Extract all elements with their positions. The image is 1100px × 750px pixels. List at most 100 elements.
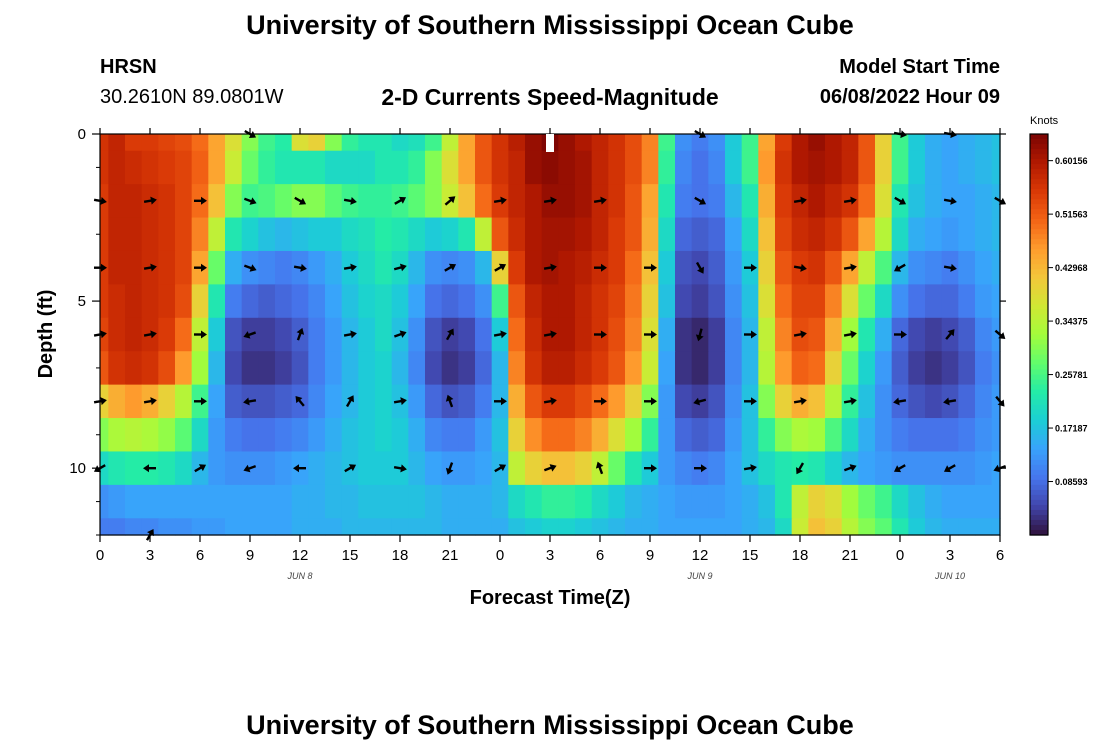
heatmap-cell [325,217,343,252]
heatmap-cell [508,384,526,419]
heatmap-cell [675,217,693,252]
current-arrow [243,331,257,339]
heatmap-cell [741,134,759,152]
x-tick-label: 18 [392,547,409,564]
heatmap-cell [325,284,343,319]
heatmap-cell [541,518,559,536]
heatmap-cell [975,484,993,519]
current-arrow [593,196,607,205]
heatmap-cell [525,384,543,419]
colorbar-segment [1030,204,1048,210]
heatmap-cell [975,384,993,419]
current-arrow [694,196,707,205]
colorbar-segment [1030,449,1048,456]
heatmap-cell [325,384,343,419]
heatmap-cell [775,184,793,219]
heatmap-cell [308,217,326,252]
heatmap-cell [675,384,693,419]
heatmap-cell [241,217,259,252]
heatmap-cell [825,518,843,536]
heatmap-cell [808,250,826,285]
heatmap-cell [175,317,193,352]
heatmap-cell [641,484,659,519]
current-arrow [543,196,557,205]
colorbar-unit: Knots [1030,115,1059,127]
colorbar-segment [1030,169,1048,175]
colorbar-segment [1030,359,1048,366]
heatmap-cell [525,351,543,386]
heatmap-cell [441,284,459,319]
current-arrow [843,330,857,339]
heatmap-cell [775,317,793,352]
heatmap-cell [808,384,826,419]
heatmap-cell [225,284,243,319]
heatmap-cell [741,217,759,252]
heatmap-cell [100,284,109,319]
current-arrow [243,197,257,205]
current-arrow [694,464,707,473]
heatmap-cell [258,317,276,352]
current-arrow [644,397,657,406]
heatmap-cell [125,217,143,252]
heatmap-cell [658,451,676,486]
heatmap-cell [258,250,276,285]
heatmap-cell [725,484,743,519]
heatmap-cell [925,217,943,252]
heatmap-cell [608,351,626,386]
current-arrow [494,464,507,473]
current-arrow [243,264,257,272]
heatmap-cell [991,250,1001,285]
heatmap-cell [391,418,409,453]
heatmap-cell [475,184,493,219]
heatmap-cell [375,384,393,419]
heatmap-cell [408,317,426,352]
heatmap-cell [591,518,609,536]
heatmap-cell [541,484,559,519]
colorbar-segment [1030,479,1048,486]
heatmap-cell [891,134,909,152]
heatmap-cell [958,451,976,486]
current-arrow [493,196,507,205]
heatmap-cell [758,384,776,419]
colorbar-segment [1030,344,1048,351]
heatmap-cell [658,384,676,419]
heatmap-cell [358,150,376,185]
heatmap-cell [658,418,676,453]
heatmap-cell [525,418,543,453]
heatmap-cell [908,384,926,419]
current-arrow [344,464,357,473]
colorbar-segment [1030,369,1048,376]
heatmap-cell [100,150,109,185]
current-arrow [194,330,207,339]
heatmap-cell [508,217,526,252]
heatmap-cell [791,518,809,536]
heatmap-cell [308,184,326,219]
colorbar-segment [1030,294,1048,301]
heatmap-cell [425,518,443,536]
heatmap-cell [875,384,893,419]
heatmap-cell [100,134,109,152]
heatmap-cell [375,284,393,319]
colorbar-tick-label: 0.25781 [1055,370,1088,380]
heatmap-cell [475,134,493,152]
heatmap-cell [375,484,393,519]
heatmap-cell [975,250,993,285]
heatmap-cell [208,250,226,285]
heatmap-cell [525,451,543,486]
colorbar-segment [1030,234,1048,240]
heatmap-cell [358,250,376,285]
heatmap-cell [475,484,493,519]
heatmap-cell [525,484,543,519]
colorbar-segment [1030,364,1048,371]
heatmap-cell [658,217,676,252]
heatmap-cell [725,284,743,319]
heatmap-cell [775,250,793,285]
heatmap-cell [558,384,576,419]
heatmap-cell [575,518,593,536]
current-arrow [793,397,807,406]
heatmap-cell [225,317,243,352]
heatmap-cell [191,217,209,252]
heatmap-cell [208,184,226,219]
heatmap-cell [991,284,1001,319]
heatmap-cell [491,150,509,185]
